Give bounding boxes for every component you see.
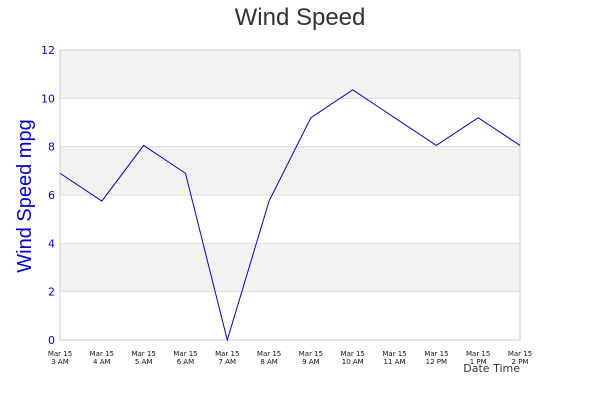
x-tick-label-line: Mar 15 bbox=[173, 350, 197, 358]
grid-band bbox=[60, 243, 520, 292]
x-tick-label-line: Mar 15 bbox=[466, 350, 490, 358]
x-tick-label: Mar 15 10 AM bbox=[341, 350, 365, 366]
x-tick-label: Mar 15 3 AM bbox=[48, 350, 72, 366]
x-tick-label: Mar 15 11 AM bbox=[382, 350, 406, 366]
grid-band bbox=[60, 50, 520, 99]
x-tick-label-line: Mar 15 bbox=[299, 350, 323, 358]
x-tick-label: Mar 15 7 AM bbox=[215, 350, 239, 366]
x-tick-label-line: Mar 15 bbox=[215, 350, 239, 358]
y-tick-label: 8 bbox=[48, 141, 55, 154]
x-tick-label-line: Mar 15 bbox=[90, 350, 114, 358]
x-tick-label: Mar 15 12 PM bbox=[424, 350, 448, 366]
x-tick-label-line: Mar 15 bbox=[257, 350, 281, 358]
x-tick-label: Mar 15 2 PM bbox=[508, 350, 532, 366]
x-tick-label-line: 6 AM bbox=[177, 358, 195, 366]
x-tick-label: Mar 15 4 AM bbox=[90, 350, 114, 366]
x-axis-label: Date Time bbox=[463, 362, 520, 375]
x-tick-label-line: 12 PM bbox=[426, 358, 447, 366]
x-tick-label-line: 7 AM bbox=[219, 358, 237, 366]
y-tick-label: 4 bbox=[48, 237, 55, 250]
y-tick-label: 2 bbox=[48, 286, 55, 299]
x-tick-label-line: Mar 15 bbox=[131, 350, 155, 358]
x-tick-label-line: 3 AM bbox=[51, 358, 69, 366]
x-tick-label-line: 1 PM bbox=[470, 358, 487, 366]
chart-title: Wind Speed bbox=[235, 4, 366, 31]
grid-band bbox=[60, 146, 520, 195]
x-tick-label-line: 11 AM bbox=[384, 358, 406, 366]
x-tick-label-line: 8 AM bbox=[260, 358, 278, 366]
y-axis-label: Wind Speed mpg bbox=[14, 119, 36, 272]
x-tick-label-line: 4 AM bbox=[93, 358, 111, 366]
plot-border bbox=[59, 49, 521, 341]
x-tick-label: Mar 15 5 AM bbox=[131, 350, 155, 366]
x-tick-label-line: 2 PM bbox=[512, 358, 529, 366]
series-line bbox=[59, 89, 521, 342]
y-tick-label: 12 bbox=[41, 44, 55, 57]
x-tick-label: Mar 15 1 PM bbox=[466, 350, 490, 366]
x-tick-label-line: Mar 15 bbox=[382, 350, 406, 358]
x-tick-label-line: Mar 15 bbox=[341, 350, 365, 358]
y-tick-label: 10 bbox=[41, 92, 55, 105]
x-tick-label-line: 5 AM bbox=[135, 358, 153, 366]
y-tick-label: 0 bbox=[48, 334, 55, 347]
x-tick-label: Mar 15 9 AM bbox=[299, 350, 323, 366]
x-tick-label-line: Mar 15 bbox=[48, 350, 72, 358]
x-tick-label-line: 10 AM bbox=[342, 358, 364, 366]
x-tick-label-line: Mar 15 bbox=[508, 350, 532, 358]
x-tick-label: Mar 15 6 AM bbox=[173, 350, 197, 366]
x-tick-label: Mar 15 8 AM bbox=[257, 350, 281, 366]
x-tick-label-line: Mar 15 bbox=[424, 350, 448, 358]
y-tick-label: 6 bbox=[48, 189, 55, 202]
x-tick-label-line: 9 AM bbox=[302, 358, 320, 366]
